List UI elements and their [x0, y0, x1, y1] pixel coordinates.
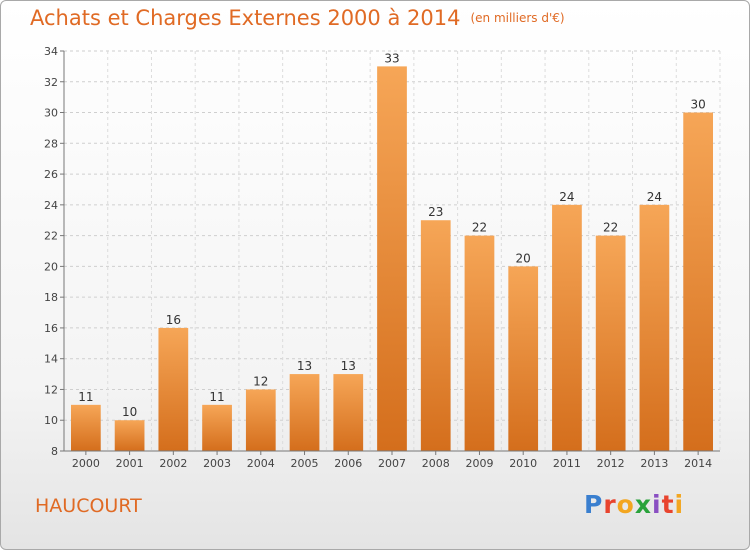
- logo-letter: o: [616, 490, 635, 519]
- y-tick-label: 16: [44, 322, 58, 335]
- value-label-2013: 24: [647, 190, 662, 204]
- bar-2014: [683, 112, 714, 452]
- x-tick-label-2008: 2008: [422, 457, 450, 470]
- logo-letter: i: [652, 490, 662, 519]
- x-tick-label-2013: 2013: [640, 457, 668, 470]
- x-tick-label-2011: 2011: [553, 457, 581, 470]
- x-tick-label-2000: 2000: [72, 457, 100, 470]
- bar-2005: [289, 374, 320, 451]
- y-tick-label: 32: [44, 76, 58, 89]
- y-tick-label: 30: [44, 107, 58, 120]
- bar-2012: [595, 235, 626, 451]
- bar-2006: [333, 374, 364, 451]
- bar-2001: [114, 420, 145, 451]
- x-tick-label-2006: 2006: [334, 457, 362, 470]
- value-label-2003: 11: [209, 390, 224, 404]
- x-tick-label-2003: 2003: [203, 457, 231, 470]
- value-label-2004: 12: [253, 374, 268, 388]
- value-label-2007: 33: [384, 51, 399, 65]
- place-name: HAUCOURT: [35, 495, 142, 517]
- value-label-2009: 22: [472, 221, 487, 235]
- y-tick-label: 14: [44, 353, 58, 366]
- bar-2008: [420, 220, 451, 451]
- chart-unit: (en milliers d'€): [470, 11, 565, 25]
- bar-2003: [202, 404, 232, 451]
- y-tick-label: 24: [44, 199, 58, 212]
- x-tick-label-2007: 2007: [378, 457, 406, 470]
- value-label-2010: 20: [516, 251, 531, 265]
- y-tick-label: 10: [44, 414, 58, 427]
- value-label-2005: 13: [297, 359, 312, 373]
- value-label-2008: 23: [428, 205, 443, 219]
- y-tick-label: 20: [44, 260, 58, 273]
- logo-letter: P: [584, 490, 604, 519]
- y-tick-label: 12: [44, 383, 58, 396]
- value-label-2002: 16: [166, 313, 181, 327]
- x-tick-label-2005: 2005: [291, 457, 319, 470]
- value-label-2011: 24: [559, 190, 574, 204]
- value-label-2014: 30: [690, 98, 705, 112]
- value-label-2006: 13: [341, 359, 356, 373]
- bar-2002: [158, 327, 189, 451]
- y-tick-label: 8: [51, 445, 58, 458]
- y-tick-label: 28: [44, 137, 58, 150]
- x-tick-label-2002: 2002: [159, 457, 187, 470]
- bar-2000: [70, 404, 101, 451]
- y-tick-label: 22: [44, 230, 58, 243]
- bar-2010: [508, 266, 539, 451]
- x-tick-label-2010: 2010: [509, 457, 537, 470]
- x-tick-label-2004: 2004: [247, 457, 275, 470]
- logo-letter: t: [661, 490, 675, 519]
- x-tick-label-2009: 2009: [465, 457, 493, 470]
- x-tick-label-2012: 2012: [597, 457, 625, 470]
- chart-title: Achats et Charges Externes 2000 à 2014 (e…: [30, 6, 565, 30]
- bar-2013: [639, 204, 670, 451]
- proxiti-logo: Proxiti: [584, 490, 684, 519]
- y-tick-label: 26: [44, 168, 58, 181]
- value-label-2000: 11: [78, 390, 93, 404]
- chart-title-text: Achats et Charges Externes 2000 à 2014: [30, 6, 461, 30]
- bars: 11 10 16 11 12 13 13 33 23 22 20 24 22 24 30: [70, 51, 714, 452]
- bar-2011: [552, 204, 582, 451]
- y-tick-label: 34: [44, 45, 58, 58]
- bar-2004: [245, 389, 276, 451]
- x-tick-label-2001: 2001: [116, 457, 144, 470]
- logo-letter: x: [634, 490, 652, 519]
- value-label-2001: 10: [122, 405, 137, 419]
- x-tick-label-2014: 2014: [684, 457, 712, 470]
- logo-letter: i: [674, 490, 685, 519]
- bar-2009: [464, 235, 495, 451]
- logo-letter: r: [603, 490, 617, 519]
- y-tick-label: 18: [44, 291, 58, 304]
- axes: 8 10 12 14 16 18 20 22 24 26 28 30 32 34 2000 2001 2002 2…: [44, 45, 720, 470]
- value-label-2012: 22: [603, 221, 618, 235]
- bar-2007: [377, 66, 407, 451]
